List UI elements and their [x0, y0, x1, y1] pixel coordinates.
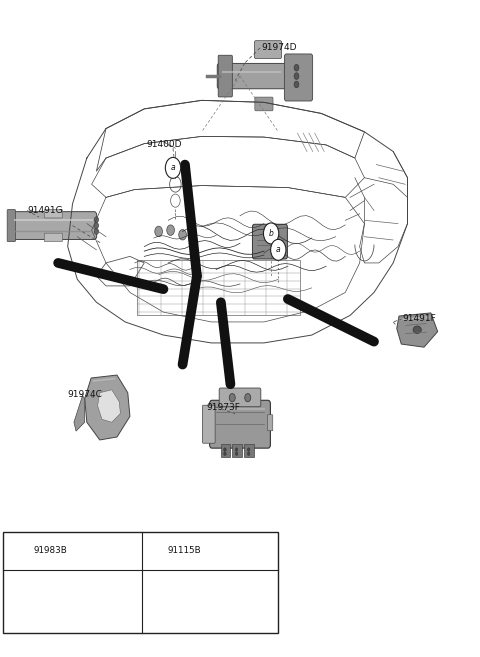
- Text: 91973F: 91973F: [206, 403, 240, 412]
- Text: a: a: [13, 547, 17, 553]
- Bar: [137, 260, 300, 315]
- FancyBboxPatch shape: [267, 415, 273, 431]
- Circle shape: [165, 158, 180, 178]
- Text: b: b: [147, 547, 151, 553]
- Text: 91400D: 91400D: [147, 141, 182, 149]
- FancyBboxPatch shape: [219, 388, 261, 407]
- Circle shape: [224, 448, 226, 451]
- Circle shape: [294, 64, 299, 71]
- Circle shape: [235, 448, 238, 451]
- Text: 91115B: 91115B: [167, 545, 201, 555]
- Text: 91491F: 91491F: [403, 314, 436, 323]
- FancyBboxPatch shape: [207, 415, 213, 431]
- Circle shape: [264, 223, 279, 244]
- Bar: [3, 532, 278, 633]
- FancyBboxPatch shape: [218, 55, 232, 97]
- Circle shape: [247, 452, 250, 455]
- Circle shape: [247, 448, 250, 451]
- FancyBboxPatch shape: [44, 210, 62, 218]
- Circle shape: [235, 452, 238, 455]
- Bar: [232, 443, 242, 457]
- Ellipse shape: [413, 326, 421, 334]
- Circle shape: [94, 229, 98, 235]
- FancyBboxPatch shape: [284, 54, 312, 101]
- Ellipse shape: [192, 560, 201, 568]
- Ellipse shape: [22, 583, 65, 628]
- Ellipse shape: [38, 580, 50, 592]
- FancyBboxPatch shape: [252, 224, 288, 259]
- Polygon shape: [74, 396, 84, 431]
- FancyBboxPatch shape: [203, 405, 215, 443]
- Polygon shape: [84, 375, 130, 440]
- Circle shape: [9, 541, 21, 558]
- Ellipse shape: [186, 595, 206, 616]
- Circle shape: [35, 594, 52, 618]
- Ellipse shape: [21, 590, 33, 602]
- Circle shape: [294, 81, 299, 88]
- Circle shape: [94, 223, 98, 229]
- Text: 91974C: 91974C: [68, 390, 103, 399]
- FancyBboxPatch shape: [210, 400, 270, 448]
- Text: 91983B: 91983B: [33, 545, 67, 555]
- Text: a: a: [276, 245, 281, 254]
- Text: b: b: [269, 229, 274, 238]
- FancyBboxPatch shape: [7, 210, 15, 242]
- Circle shape: [271, 239, 286, 260]
- FancyBboxPatch shape: [44, 233, 62, 242]
- Circle shape: [143, 541, 156, 558]
- Ellipse shape: [180, 589, 213, 623]
- Polygon shape: [97, 390, 120, 422]
- Polygon shape: [397, 313, 438, 347]
- Bar: [221, 443, 230, 457]
- Circle shape: [94, 217, 98, 223]
- FancyBboxPatch shape: [217, 64, 286, 89]
- Circle shape: [229, 394, 235, 402]
- Ellipse shape: [38, 575, 49, 585]
- Circle shape: [179, 229, 186, 240]
- Text: 91974D: 91974D: [262, 43, 297, 53]
- Ellipse shape: [54, 610, 66, 622]
- Circle shape: [245, 394, 251, 402]
- Circle shape: [224, 452, 226, 455]
- Ellipse shape: [29, 591, 58, 621]
- Circle shape: [155, 226, 162, 237]
- Ellipse shape: [54, 590, 66, 602]
- Circle shape: [294, 73, 299, 79]
- Text: a: a: [171, 164, 175, 172]
- FancyBboxPatch shape: [10, 212, 96, 239]
- Ellipse shape: [38, 620, 50, 631]
- Text: 91491G: 91491G: [27, 206, 63, 215]
- FancyBboxPatch shape: [254, 41, 282, 58]
- Ellipse shape: [21, 610, 33, 622]
- Circle shape: [191, 598, 202, 614]
- FancyBboxPatch shape: [255, 97, 273, 111]
- Circle shape: [167, 225, 174, 235]
- Bar: [244, 443, 254, 457]
